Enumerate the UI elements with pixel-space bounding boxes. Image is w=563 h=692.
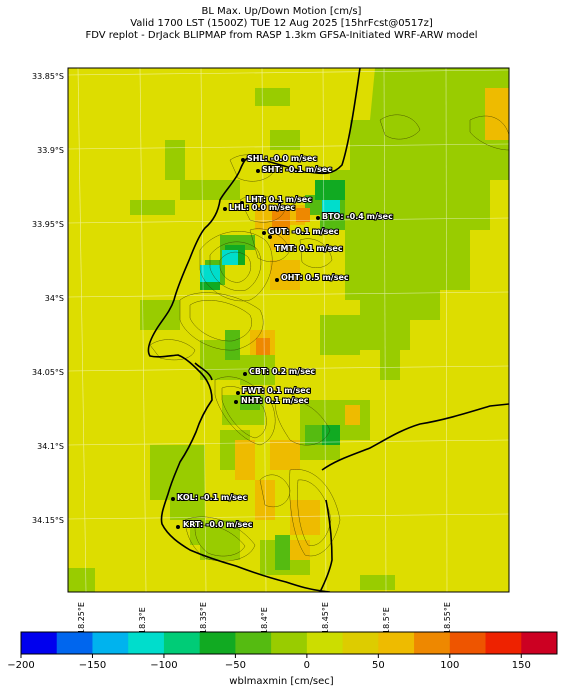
site-marker[interactable]: [236, 391, 240, 395]
colorbar-tick-label: 0: [304, 660, 310, 671]
map-title-line2: Valid 1700 LST (1500Z) TUE 12 Aug 2025 […: [130, 18, 433, 29]
colorbar-segment: [306, 632, 344, 654]
site-label-lhl: LHL: 0.0 m/sec: [229, 203, 295, 212]
colorbar-frame: [20, 631, 558, 655]
site-label-cbt: CBT: 0.2 m/sec: [249, 367, 315, 376]
site-marker[interactable]: [171, 497, 175, 501]
colorbar-segment: [21, 632, 58, 654]
colorbar-segment: [449, 632, 487, 654]
site-label-gut: GUT: -0.1 m/sec: [268, 227, 339, 236]
site-label-kol: KOL: -0.1 m/sec: [177, 493, 247, 502]
site-label-sht: SHT: -0.1 m/sec: [262, 165, 332, 174]
colorbar-tick-label: −150: [79, 660, 106, 671]
graticule: [68, 68, 509, 592]
colorbar-segment: [92, 632, 129, 654]
colorbar-segment: [235, 632, 272, 654]
site-label-fwt: FWT: 0.1 m/sec: [242, 386, 311, 395]
site-marker[interactable]: [243, 372, 247, 376]
colorbar-segment: [378, 632, 415, 654]
colorbar-segment: [485, 632, 522, 654]
colorbar-tick-label: −200: [7, 660, 34, 671]
colorbar-segment: [199, 632, 236, 654]
coastline: [147, 68, 509, 592]
lon-label: 18.5°E: [382, 607, 391, 634]
colorbar-segment: [414, 632, 451, 654]
map-title-line3: FDV replot - DrJack BLIPMAP from RASP 1.…: [85, 30, 478, 41]
lat-label: 34.05°S: [32, 368, 64, 377]
colorbar-tick-label: 50: [372, 660, 385, 671]
lat-label: 34.15°S: [32, 516, 64, 525]
lon-label: 18.3°E: [138, 607, 147, 634]
lon-label: 18.4°E: [260, 607, 269, 634]
colorbar-segment: [163, 632, 201, 654]
site-marker[interactable]: [241, 158, 245, 162]
site-markers: [171, 158, 320, 529]
colorbar-segment: [271, 632, 308, 654]
longitude-labels: 18.25°E 18.3°E 18.35°E 18.4°E 18.45°E 18…: [77, 602, 452, 634]
site-label-tmt: TMT: 0.1 m/sec: [275, 244, 343, 253]
site-label-nht: NHT: 0.1 m/sec: [241, 396, 309, 405]
lon-label: 18.35°E: [199, 602, 208, 634]
lon-label: 18.55°E: [443, 602, 452, 634]
lat-label: 34.1°S: [37, 442, 64, 451]
colorbar-segment: [56, 632, 93, 654]
site-marker[interactable]: [176, 525, 180, 529]
colorbar-tick-label: −100: [150, 660, 177, 671]
site-label-shl: SHL: -0.0 m/sec: [247, 154, 317, 163]
site-marker[interactable]: [256, 169, 260, 173]
site-marker[interactable]: [223, 207, 227, 211]
site-label-lht: LHT: 0.1 m/sec: [246, 195, 312, 204]
site-marker[interactable]: [316, 216, 320, 220]
site-marker[interactable]: [262, 231, 266, 235]
map-title-line1: BL Max. Up/Down Motion [cm/s]: [201, 6, 362, 17]
site-label-oht: OHT: 0.5 m/sec: [281, 273, 349, 282]
site-marker[interactable]: [275, 278, 279, 282]
lon-label: 18.45°E: [321, 602, 330, 634]
site-marker[interactable]: [234, 400, 238, 404]
lat-label: 34°S: [45, 294, 64, 303]
lon-label: 18.25°E: [77, 602, 86, 634]
site-label-krt: KRT: -0.0 m/sec: [183, 520, 253, 529]
map-area: SHL: -0.0 m/sec SHT: -0.1 m/sec LHT: 0.1…: [68, 68, 509, 592]
lat-label: 33.85°S: [32, 72, 64, 81]
colorbar-segment: [521, 632, 558, 654]
colorbar-segment: [128, 632, 165, 654]
latitude-labels: 33.85°S 33.9°S 33.95°S 34°S 34.05°S 34.1…: [32, 72, 64, 525]
site-label-bto: BTO: -0.4 m/sec: [322, 212, 393, 221]
lat-label: 33.9°S: [37, 146, 64, 155]
colorbar-tick-label: 150: [512, 660, 531, 671]
lat-label: 33.95°S: [32, 220, 64, 229]
colorbar: −200 −150 −100 −50 0 50 100 150: [7, 631, 558, 671]
colorbar-title: wblmaxmin [cm/sec]: [229, 676, 334, 687]
site-marker[interactable]: [240, 201, 244, 205]
site-labels: SHL: -0.0 m/sec SHT: -0.1 m/sec LHT: 0.1…: [176, 153, 394, 530]
colorbar-segment: [342, 632, 379, 654]
strong-lift-zones: [256, 208, 310, 355]
map-frame: [67, 67, 510, 593]
colorbar-tick-label: 100: [440, 660, 459, 671]
colorbar-tick-label: −50: [225, 660, 246, 671]
site-marker[interactable]: [268, 235, 272, 239]
